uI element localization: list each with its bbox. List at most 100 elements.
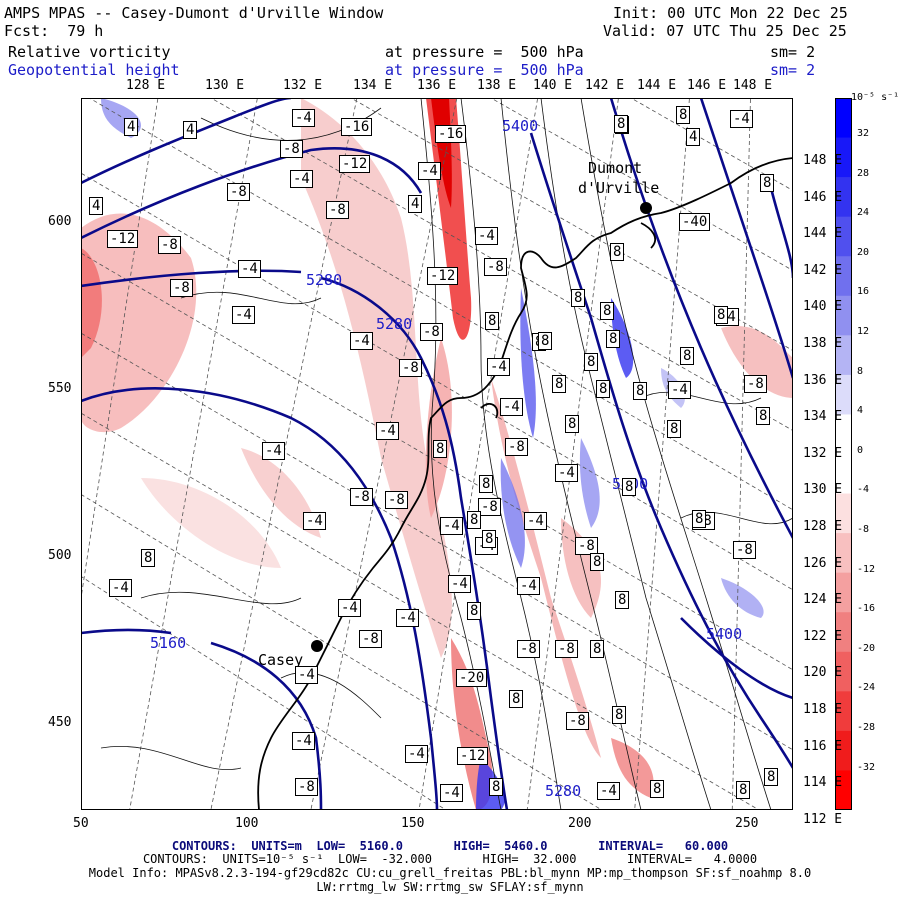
lon-label: 144 E	[637, 78, 677, 93]
place-label: Casey	[258, 651, 304, 669]
lat-label: 148 E	[803, 153, 843, 168]
vorticity-label: -4	[292, 732, 315, 750]
colorbar-segment	[835, 295, 852, 336]
colorbar-segment	[835, 691, 852, 732]
vorticity-label: -4	[232, 306, 255, 324]
vorticity-label: -8	[505, 438, 528, 456]
vorticity-label: 8	[615, 591, 630, 609]
colorbar-tick: 0	[857, 444, 864, 456]
colorbar-segment	[835, 454, 852, 495]
vorticity-label: -4	[475, 227, 498, 245]
vorticity-label: 8	[479, 475, 494, 493]
lat-label: 132 E	[803, 445, 843, 461]
vorticity-label: 8	[760, 174, 775, 192]
vorticity-label: 4	[408, 195, 423, 213]
lat-label: 146 E	[803, 189, 843, 205]
lon-label: 128 E	[126, 78, 166, 93]
vorticity-label: -20	[456, 669, 488, 687]
lat-label: 116 E	[803, 738, 843, 754]
colorbar-tick: -20	[857, 642, 876, 654]
x-label: 250	[735, 816, 759, 831]
coastline	[257, 157, 793, 810]
lat-label: 130 E	[803, 482, 843, 498]
vorticity-label: -8	[227, 183, 250, 201]
colorbar-tick: -16	[857, 603, 876, 615]
map-border	[81, 98, 793, 810]
y-label: 550	[48, 381, 72, 396]
model-info-radiation: LW:rrtmg_lw SW:rrtmg_sw SFLAY:sf_mynn	[316, 880, 584, 894]
vorticity-label: -4	[376, 422, 399, 440]
vorticity-label: -12	[107, 230, 139, 248]
vorticity-label: -8	[326, 201, 349, 219]
colorbar-tick: -4	[857, 484, 870, 496]
contour-info-vorticity: CONTOURS: UNITS=10⁻⁵ s⁻¹ LOW= -32.000 HI…	[142, 852, 758, 866]
height-label: 5400	[502, 117, 539, 135]
height-label: 5280	[376, 315, 413, 333]
colorbar-border	[835, 98, 852, 810]
colorbar-tick: -28	[857, 722, 876, 733]
field1-name: Relative vorticity	[8, 43, 171, 61]
vorticity-label: 8	[467, 602, 482, 620]
vorticity-label: -4	[487, 358, 510, 376]
vorticity-label: -4	[303, 512, 326, 530]
vorticity-label: -4	[524, 512, 547, 530]
colorbar-scale	[835, 98, 852, 810]
vorticity-label: -12	[339, 155, 371, 173]
colorbar-segment	[835, 177, 852, 218]
colorbar-tick: 4	[857, 405, 864, 417]
vorticity-label: 8	[692, 510, 707, 528]
colorbar-tick: 16	[857, 286, 870, 298]
model-info: Model Info: MPASv8.2.3-194-gf29cd82c CU:…	[88, 866, 812, 880]
graticule	[81, 98, 793, 810]
lon-label: 146 E	[687, 78, 727, 93]
vorticity-label: 8	[433, 440, 448, 458]
vorticity-label: 8	[552, 375, 567, 393]
colorbar-segment	[835, 374, 852, 415]
vorticity-label: -4	[350, 332, 373, 350]
vorticity-label: 8	[714, 306, 729, 324]
vorticity-label: 4	[124, 118, 139, 136]
vorticity-label: -8	[350, 488, 373, 506]
vorticity-label: -8	[295, 778, 318, 796]
lat-label: 136 E	[803, 372, 843, 388]
vorticity-label: -16	[341, 118, 373, 136]
lon-label: 138 E	[477, 78, 517, 93]
colorbar-segment	[835, 651, 852, 692]
lat-label: 140 E	[803, 299, 843, 315]
vorticity-label: -8	[733, 541, 756, 559]
colorbar-tick: -12	[857, 563, 876, 575]
vorticity-label: 8	[538, 332, 553, 350]
vorticity-label: -8	[484, 258, 507, 276]
vorticity-label: 8	[141, 549, 156, 567]
height-label: 5160	[150, 634, 187, 652]
vorticity-contours	[100, 98, 793, 810]
field1-level: at pressure = 500 hPa	[385, 43, 584, 61]
vorticity-label: -8	[280, 140, 303, 158]
vorticity-label: 8	[650, 780, 665, 798]
colorbar-segment	[835, 216, 852, 257]
height-contours	[81, 98, 793, 810]
vorticity-label: -8	[575, 537, 598, 555]
field2-level: at pressure = 500 hPa	[385, 61, 584, 79]
lat-label: 134 E	[803, 409, 843, 425]
colorbar-tick: -8	[857, 524, 870, 535]
lat-label: 118 E	[803, 702, 843, 717]
lat-label: 112 E	[803, 811, 843, 827]
vorticity-label: -4	[418, 162, 441, 180]
lat-label: 138 E	[803, 336, 843, 351]
field1-smooth: sm= 2	[770, 43, 816, 61]
vorticity-label: 8	[756, 407, 771, 425]
field2-name: Geopotential height	[8, 61, 180, 79]
colorbar-segment	[835, 137, 852, 178]
vorticity-label: 8	[633, 382, 648, 400]
y-label: 600	[48, 214, 72, 229]
colorbar-segment	[835, 493, 852, 534]
vorticity-label: 8	[584, 353, 599, 371]
map-title: AMPS MPAS -- Casey-Dumont d'Urville Wind…	[4, 4, 384, 22]
station-dumont-durville	[640, 202, 652, 214]
colorbar-segment	[835, 572, 852, 613]
vorticity-label: -4	[500, 398, 523, 416]
vorticity-label: -16	[435, 125, 467, 143]
vorticity-label: -8	[517, 640, 540, 658]
lon-label: 132 E	[283, 78, 323, 93]
